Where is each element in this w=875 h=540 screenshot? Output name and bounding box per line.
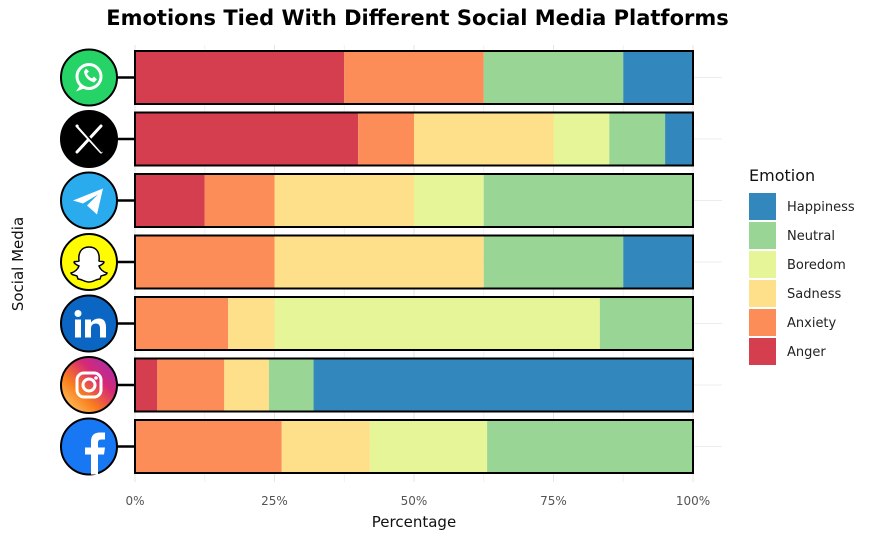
bar-segment-facebook-neutral — [487, 420, 693, 473]
x-axis-title: Percentage — [372, 513, 456, 531]
platform-icons — [60, 48, 135, 476]
legend-label: Boredom — [787, 258, 846, 273]
legend-item-happiness: Happiness — [749, 193, 855, 220]
legend-swatch — [749, 338, 776, 365]
bar-segment-x-boredom — [553, 112, 610, 166]
bar-segment-whatsapp-neutral — [483, 51, 624, 104]
bar-group-x — [134, 111, 694, 167]
x-tick-label: 75% — [540, 494, 567, 508]
bar-group-whatsapp — [134, 50, 694, 105]
bar-group-linkedin — [134, 296, 694, 351]
legend-item-neutral: Neutral — [749, 222, 835, 249]
telegram-icon — [60, 171, 118, 230]
bar-segment-whatsapp-anxiety — [344, 51, 484, 104]
y-axis-title: Social Media — [9, 217, 27, 311]
bar-segment-telegram-neutral — [483, 174, 693, 227]
x-tick-label: 50% — [401, 494, 428, 508]
legend-label: Neutral — [787, 229, 835, 244]
bar-segment-x-happiness — [665, 112, 693, 166]
bar-segment-x-neutral — [609, 112, 666, 166]
bar-segment-linkedin-sadness — [228, 297, 275, 350]
bar-segment-instagram-neutral — [268, 358, 314, 412]
x-icon — [60, 110, 118, 168]
legend-item-sadness: Sadness — [749, 280, 841, 307]
snapchat-icon — [60, 233, 118, 291]
whatsapp-icon — [60, 48, 118, 107]
bar-segment-instagram-sadness — [224, 358, 269, 412]
bar-segment-linkedin-anxiety — [135, 297, 229, 350]
legend-label: Anger — [787, 345, 826, 360]
instagram-icon — [60, 356, 118, 414]
bar-segment-x-sadness — [414, 112, 554, 166]
x-tick-label: 0% — [125, 494, 144, 508]
legend-swatch — [749, 309, 776, 336]
bar-segment-x-anger — [135, 112, 359, 166]
bar-segment-telegram-boredom — [414, 174, 484, 227]
bar-group-instagram — [134, 357, 694, 413]
bar-segment-linkedin-boredom — [274, 297, 600, 350]
bar-segment-facebook-sadness — [281, 420, 370, 473]
legend-swatch — [749, 222, 776, 249]
bar-segment-x-anxiety — [358, 112, 414, 166]
bar-segment-facebook-anxiety — [135, 420, 282, 473]
bar-segment-linkedin-neutral — [599, 297, 693, 350]
bar-group-telegram — [134, 173, 694, 228]
bar-segment-snapchat-sadness — [274, 235, 484, 289]
x-tick-label: 100% — [676, 494, 710, 508]
bar-segment-instagram-anger — [135, 358, 158, 412]
bar-segment-whatsapp-anger — [135, 51, 345, 104]
x-tick-label: 25% — [261, 494, 288, 508]
legend-label: Anxiety — [787, 316, 837, 331]
bars — [134, 50, 694, 474]
facebook-icon — [60, 417, 118, 476]
bar-segment-snapchat-happiness — [623, 235, 693, 289]
legend-label: Sadness — [787, 287, 841, 302]
legend-item-anxiety: Anxiety — [749, 309, 837, 336]
bar-group-facebook — [134, 419, 694, 474]
bar-segment-telegram-anger — [135, 174, 205, 227]
bar-group-snapchat — [134, 234, 694, 290]
legend-swatch — [749, 251, 776, 278]
legend-label: Happiness — [787, 200, 855, 215]
bar-segment-telegram-anxiety — [204, 174, 275, 227]
legend-item-boredom: Boredom — [749, 251, 846, 278]
bar-segment-instagram-anxiety — [157, 358, 225, 412]
linkedin-icon — [60, 294, 118, 353]
legend: Emotion Happiness Neutral Boredom Sadness An… — [749, 166, 855, 365]
legend-title: Emotion — [749, 166, 815, 185]
bar-segment-snapchat-anxiety — [135, 235, 275, 289]
bar-segment-telegram-sadness — [274, 174, 414, 227]
legend-swatch — [749, 193, 776, 220]
legend-item-anger: Anger — [749, 338, 826, 365]
bar-segment-snapchat-neutral — [483, 235, 624, 289]
bar-segment-facebook-boredom — [369, 420, 488, 473]
legend-swatch — [749, 280, 776, 307]
bar-segment-instagram-happiness — [313, 358, 693, 412]
x-axis-ticks: 0% 25% 50% 75% 100% — [125, 494, 710, 508]
chart-title: Emotions Tied With Different Social Medi… — [106, 6, 729, 30]
bar-segment-whatsapp-happiness — [623, 51, 693, 104]
